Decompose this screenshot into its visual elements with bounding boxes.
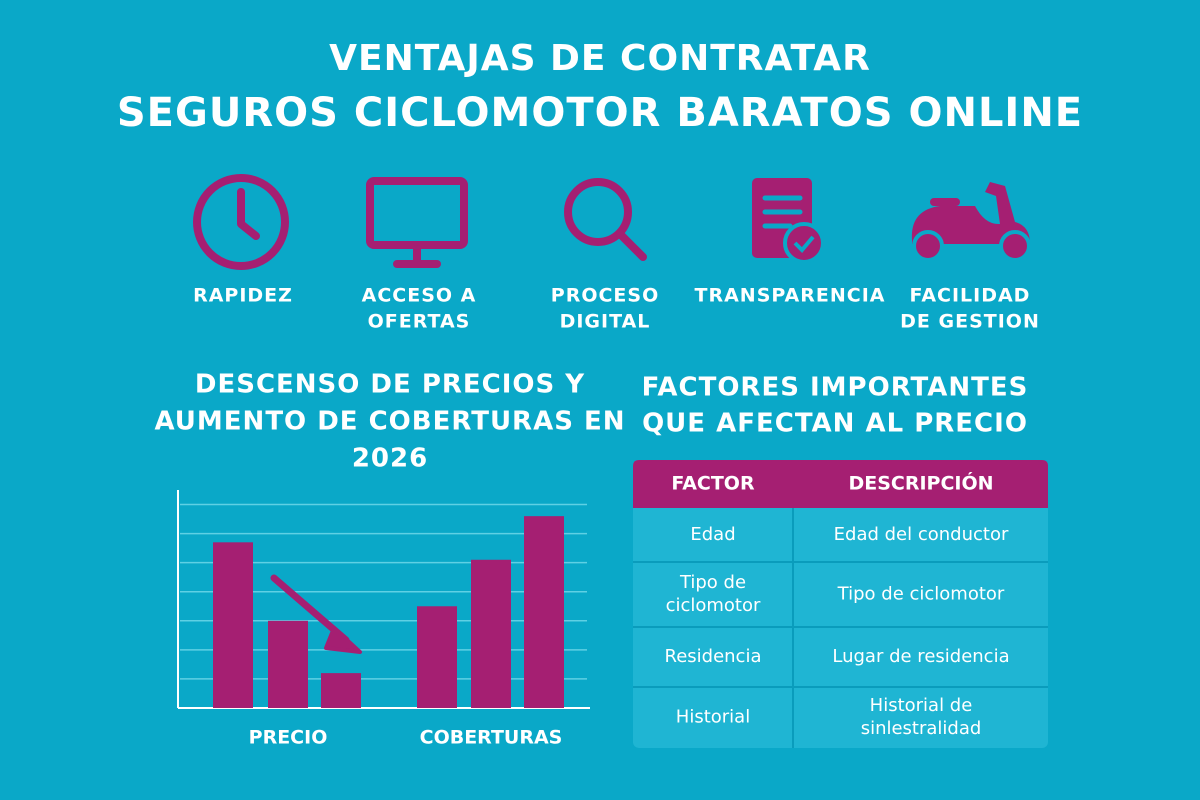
bar xyxy=(471,559,511,708)
table-cell: Historial xyxy=(676,707,750,728)
table-cell: Edad xyxy=(690,524,735,545)
bar xyxy=(321,673,361,708)
feature-label: FACILIDAD xyxy=(910,285,1031,307)
table-title: FACTORES IMPORTANTES xyxy=(642,373,1029,403)
chart-title: DESCENSO DE PRECIOS Y xyxy=(195,370,585,400)
title-line: VENTAJAS DE CONTRATAR xyxy=(329,38,871,79)
table-cell: ciclomotor xyxy=(666,595,761,616)
feature-label: PROCESO xyxy=(551,285,659,307)
chart-title: AUMENTO DE COBERTURAS EN xyxy=(154,407,625,437)
feature-label: DIGITAL xyxy=(560,311,651,333)
table-cell: Lugar de residencia xyxy=(832,646,1009,667)
trend-arrow-head xyxy=(324,626,362,654)
chart-title: 2026 xyxy=(352,444,428,474)
feature-label: ACCESO A xyxy=(362,285,477,307)
bar xyxy=(213,542,253,708)
table-header xyxy=(633,460,1048,508)
bar xyxy=(268,620,308,708)
title-line: SEGUROS CICLOMOTOR BARATOS ONLINE xyxy=(117,90,1083,136)
feature-label: TRANSPARENCIA xyxy=(695,285,886,307)
x-tick-label: COBERTURAS xyxy=(420,727,563,749)
icon-search xyxy=(564,178,647,261)
bar-chart xyxy=(177,490,590,709)
feature-label: DE GESTION xyxy=(900,311,1040,333)
feature-label: RAPIDEZ xyxy=(193,285,293,307)
icon-monitor xyxy=(366,177,468,268)
icon-clock xyxy=(193,174,289,270)
table-cell: Historial de xyxy=(870,695,973,716)
table-title: QUE AFECTAN AL PRECIO xyxy=(642,409,1028,439)
table-header-cell: DESCRIPCIÓN xyxy=(848,471,993,495)
table-cell: Tipo de ciclomotor xyxy=(837,584,1005,605)
feature-label: OFERTAS xyxy=(368,311,471,333)
table-cell: sinlestralidad xyxy=(861,718,982,739)
bar xyxy=(417,606,457,708)
bar xyxy=(524,516,564,708)
icon-document xyxy=(752,178,825,264)
table-body xyxy=(633,460,1048,748)
table-header-cell: FACTOR xyxy=(671,473,755,495)
table-cell: Residencia xyxy=(665,646,762,667)
icon-scooter xyxy=(911,182,1031,262)
table-cell: Tipo de xyxy=(679,572,746,593)
table-cell: Edad del conductor xyxy=(834,524,1009,545)
table xyxy=(633,460,1048,748)
x-tick-label: PRECIO xyxy=(249,727,328,749)
